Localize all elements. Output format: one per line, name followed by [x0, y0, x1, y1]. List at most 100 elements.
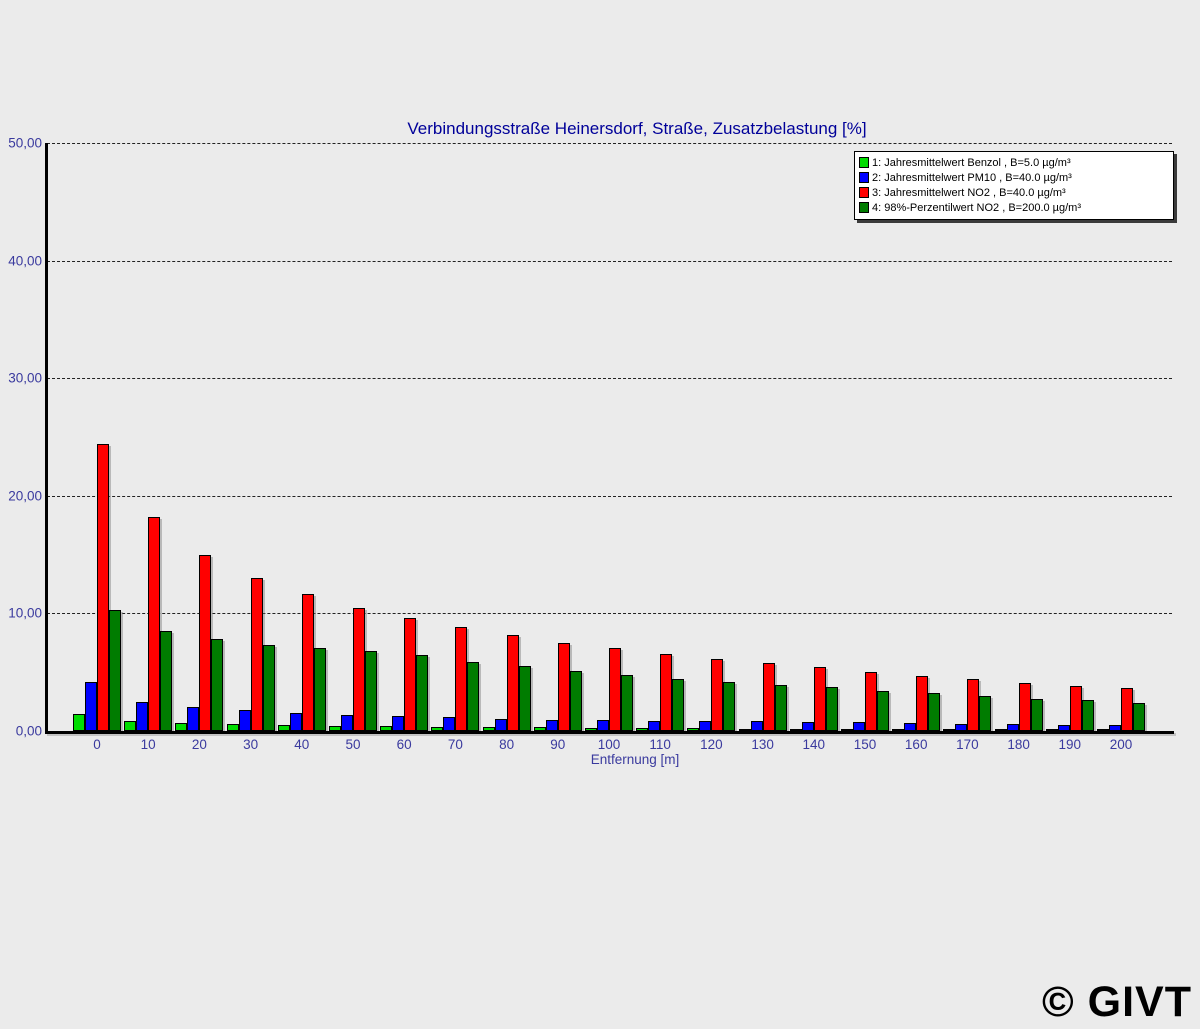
bar-series4-x140	[826, 687, 838, 731]
legend-swatch-icon	[859, 187, 869, 198]
bar-series2-x190	[1058, 725, 1070, 731]
copyright-watermark: © GIVT	[1042, 978, 1192, 1026]
bar-series2-x0	[85, 682, 97, 731]
bar-series1-x150	[841, 729, 853, 731]
bar-series1-x40	[278, 725, 290, 731]
y-tick-label-10: 10,00	[8, 605, 42, 621]
bar-series2-x40	[290, 713, 302, 731]
bar-series2-x170	[955, 724, 967, 731]
bar-series3-x110	[660, 654, 672, 731]
bar-series1-x30	[227, 724, 239, 731]
bar-series2-x20	[187, 707, 199, 731]
x-tick-label-140: 140	[802, 737, 826, 752]
bar-series4-x40	[314, 648, 326, 731]
x-tick-label-190: 190	[1058, 737, 1082, 752]
legend-row-2: 2: Jahresmittelwert PM10 , B=40.0 µg/m³	[859, 170, 1168, 185]
bar-series1-x20	[175, 723, 187, 731]
bar-series2-x100	[597, 720, 609, 731]
x-axis-line	[45, 731, 1174, 734]
bar-series2-x180	[1007, 724, 1019, 731]
bar-series2-x110	[648, 721, 660, 731]
bar-series4-x30	[263, 645, 275, 731]
x-tick-label-80: 80	[499, 737, 515, 752]
bar-series4-x110	[672, 679, 684, 731]
bar-series4-x90	[570, 671, 582, 731]
x-tick-label-130: 130	[751, 737, 774, 752]
gridline-40	[47, 260, 1172, 262]
x-tick-label-60: 60	[396, 737, 412, 752]
bar-series1-x0	[73, 714, 85, 731]
bar-series1-x100	[585, 728, 597, 731]
bar-series1-x80	[483, 727, 495, 731]
bar-series3-x130	[763, 663, 775, 731]
bar-series2-x80	[495, 719, 507, 731]
x-tick-label-100: 100	[597, 737, 621, 752]
bar-series2-x160	[904, 723, 916, 731]
bar-series3-x50	[353, 608, 365, 731]
y-tick-label-20: 20,00	[8, 488, 42, 504]
x-tick-label-120: 120	[700, 737, 723, 752]
bar-series3-x0	[97, 444, 109, 731]
x-tick-label-200: 200	[1109, 737, 1133, 752]
bar-series3-x200	[1121, 688, 1133, 731]
gridline-50	[47, 143, 1172, 144]
bar-series2-x70	[443, 717, 455, 731]
bar-series3-x80	[507, 635, 519, 731]
bar-series4-x170	[979, 696, 991, 731]
bar-series1-x200	[1097, 729, 1109, 731]
x-tick-label-150: 150	[853, 737, 877, 752]
x-tick-label-50: 50	[345, 737, 361, 752]
x-tick-label-110: 110	[649, 737, 671, 752]
bar-series2-x150	[853, 722, 865, 731]
gridline-10	[47, 613, 1172, 615]
legend-swatch-icon	[859, 202, 869, 213]
y-tick-label-50: 50,00	[8, 135, 42, 151]
bar-series4-x160	[928, 693, 940, 731]
bar-series2-x30	[239, 710, 251, 731]
bar-series2-x140	[802, 722, 814, 731]
x-tick-label-30: 30	[243, 737, 259, 752]
bar-series3-x190	[1070, 686, 1082, 731]
bar-series1-x160	[892, 729, 904, 731]
bar-series2-x60	[392, 716, 404, 731]
x-tick-label-170: 170	[956, 737, 979, 752]
x-tick-label-70: 70	[447, 737, 463, 752]
legend-swatch-icon	[859, 157, 869, 168]
bar-series3-x60	[404, 618, 416, 731]
bar-series2-x200	[1109, 725, 1121, 731]
y-tick-label-30: 30,00	[8, 370, 42, 386]
x-tick-label-20: 20	[191, 737, 207, 752]
bar-series4-x180	[1031, 699, 1043, 731]
bar-series4-x150	[877, 691, 889, 731]
bar-series1-x10	[124, 721, 136, 731]
bar-series1-x170	[943, 729, 955, 731]
bar-series1-x70	[431, 727, 443, 731]
legend-row-4: 4: 98%-Perzentilwert NO2 , B=200.0 µg/m³	[859, 200, 1168, 215]
bar-series2-x120	[699, 721, 711, 731]
bar-series1-x60	[380, 726, 392, 731]
legend-box: 1: Jahresmittelwert Benzol , B=5.0 µg/m³…	[854, 151, 1174, 220]
bar-series3-x160	[916, 676, 928, 731]
bar-series3-x10	[148, 517, 160, 731]
bar-series4-x70	[467, 662, 479, 731]
bar-series3-x140	[814, 667, 826, 731]
bar-series4-x80	[519, 666, 531, 731]
bar-series3-x40	[302, 594, 314, 731]
bar-series1-x90	[534, 727, 546, 731]
bar-series2-x130	[751, 721, 763, 731]
bar-series4-x50	[365, 651, 377, 731]
legend-label: 3: Jahresmittelwert NO2 , B=40.0 µg/m³	[872, 186, 1066, 199]
legend-row-3: 3: Jahresmittelwert NO2 , B=40.0 µg/m³	[859, 185, 1168, 200]
gridline-20	[47, 495, 1172, 497]
x-tick-label-40: 40	[294, 737, 310, 752]
bar-series1-x110	[636, 728, 648, 731]
gridline-30	[47, 378, 1172, 380]
bar-series4-x200	[1133, 703, 1145, 731]
y-tick-label-0: 0,00	[15, 723, 42, 739]
bar-series3-x70	[455, 627, 467, 731]
bar-series1-x140	[790, 729, 802, 731]
x-tick-label-160: 160	[904, 737, 928, 752]
bar-series3-x90	[558, 643, 570, 731]
bar-series2-x50	[341, 715, 353, 731]
